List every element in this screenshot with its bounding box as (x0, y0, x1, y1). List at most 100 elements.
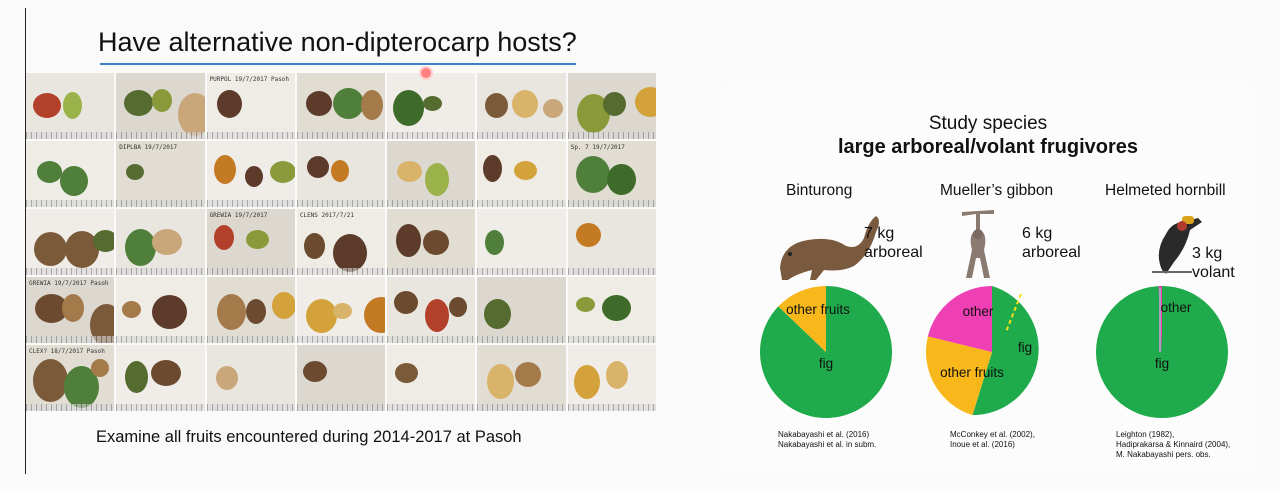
hornbill-label-other: other (1161, 300, 1192, 315)
fruit-shape (125, 361, 149, 393)
fruit-shape (423, 230, 450, 255)
fruit-shape (634, 87, 656, 117)
binturong-info: 7 kg arboreal (864, 224, 923, 262)
fruit-photo (296, 73, 386, 139)
fruit-shape (269, 161, 295, 183)
fruit-shape (126, 164, 145, 180)
fruit-shape (515, 362, 542, 387)
fruit-shape (449, 297, 468, 317)
ruler (567, 404, 656, 411)
ruler (387, 404, 476, 411)
fruit-photo: GREWIA 19/7/2017 (206, 209, 295, 275)
fruit-shape (425, 299, 450, 332)
binturong-label-other-fruits: other fruits (786, 302, 850, 317)
fruit-photo: CLEX? 18/7/2017 Pasoh (26, 345, 115, 411)
fruit-photo (567, 345, 656, 411)
slide-title-line1: Study species (928, 113, 1048, 134)
fruit-shape (33, 93, 61, 118)
fruit-shape (63, 92, 82, 119)
specimen-label: CLEX? 18/7/2017 Pasoh (29, 348, 105, 355)
fruit-photo (567, 209, 656, 275)
fruit-shape (394, 291, 419, 314)
fruit-shape (397, 161, 423, 182)
fruit-shape (485, 93, 509, 118)
ruler (116, 132, 205, 139)
fruit-shape (514, 161, 538, 180)
fruit-shape (575, 297, 595, 312)
ruler (116, 200, 205, 207)
fruit-shape (573, 365, 600, 399)
fruit-shape (332, 88, 364, 119)
fruit-shape (330, 160, 349, 182)
fruit-photo (477, 141, 566, 207)
reference-line: McConkey et al. (2002), (950, 430, 1035, 439)
species-name-hornbill: Helmeted hornbill (1105, 182, 1226, 199)
ruler (387, 336, 476, 343)
fruit-shape (125, 229, 157, 266)
gibbon-diet-pie: other fig other fruits (926, 286, 1039, 416)
ruler (477, 268, 566, 275)
fruit-photo: CLENS 2017/7/21 (296, 209, 386, 275)
fruit-photo: Sp. 7 19/7/2017 (567, 141, 656, 207)
ruler (296, 336, 386, 343)
reference-line: Leighton (1982), (1116, 430, 1175, 439)
ruler (26, 268, 115, 275)
binturong-other-fruits-slice (778, 286, 826, 352)
gibbon-references: McConkey et al. (2002), Inoue et al. (20… (950, 430, 1035, 450)
fruit-photo (26, 73, 115, 139)
fruit-photo (477, 209, 566, 275)
ruler (477, 200, 566, 207)
species-name-gibbon: Mueller’s gibbon (940, 182, 1054, 199)
fruit-photo (26, 141, 115, 207)
fruit-photo: PURPOL 19/7/2017 Pasoh (206, 73, 295, 139)
fruit-photo (387, 209, 476, 275)
fruit-photo (116, 345, 205, 411)
ruler (567, 268, 656, 275)
fruit-photo (387, 73, 476, 139)
fruit-photo (296, 141, 386, 207)
gibbon-label-other-fruits: other fruits (940, 365, 1004, 380)
ruler (387, 200, 476, 207)
title-underline (100, 63, 576, 65)
fruit-shape (484, 299, 512, 329)
fruit-shape (213, 155, 236, 184)
fruit-shape (245, 299, 266, 324)
ruler (206, 336, 295, 343)
fruit-photo (477, 73, 566, 139)
fruit-shape (216, 90, 242, 118)
fruit-shape (332, 303, 352, 319)
fruit-shape (244, 166, 263, 187)
specimen-label: GREWIA 19/7/2017 Pasoh (29, 280, 109, 287)
fruit-photo (387, 277, 476, 343)
fruit-shape (512, 90, 539, 118)
fruit-photo (206, 277, 295, 343)
fruit-shape (305, 91, 332, 116)
specimen-label: Sp. 7 19/7/2017 (570, 144, 625, 151)
fruit-shape (363, 297, 386, 333)
ruler (26, 132, 115, 139)
fruit-shape (302, 361, 327, 382)
fruit-photo (567, 73, 656, 139)
ruler (116, 268, 205, 275)
ruler (387, 132, 476, 139)
binturong-fig-slice (760, 286, 893, 418)
fruit-shape (216, 294, 246, 330)
fruit-photo (296, 345, 386, 411)
fruit-photo-grid: PURPOL 19/7/2017 Pasoh DIPLBA 19/7/2017 Sp… (26, 73, 656, 411)
fruit-shape (423, 96, 443, 111)
ruler (206, 200, 295, 207)
hornbill-info: 3 kg volant (1192, 244, 1235, 282)
binturong-label-fig: fig (819, 356, 833, 371)
gibbon-mode: arboreal (1022, 244, 1081, 261)
gibbon-weight: 6 kg (1022, 225, 1053, 242)
fruit-photo (116, 209, 205, 275)
fruit-shape (425, 163, 450, 196)
fruit-photo: DIPLBA 19/7/2017 (116, 141, 205, 207)
fruit-shape (33, 359, 68, 402)
fruit-shape (396, 224, 422, 257)
ruler (296, 200, 386, 207)
fruit-shape (152, 229, 183, 255)
fruit-shape (93, 230, 115, 252)
fruit-shape (606, 164, 636, 195)
